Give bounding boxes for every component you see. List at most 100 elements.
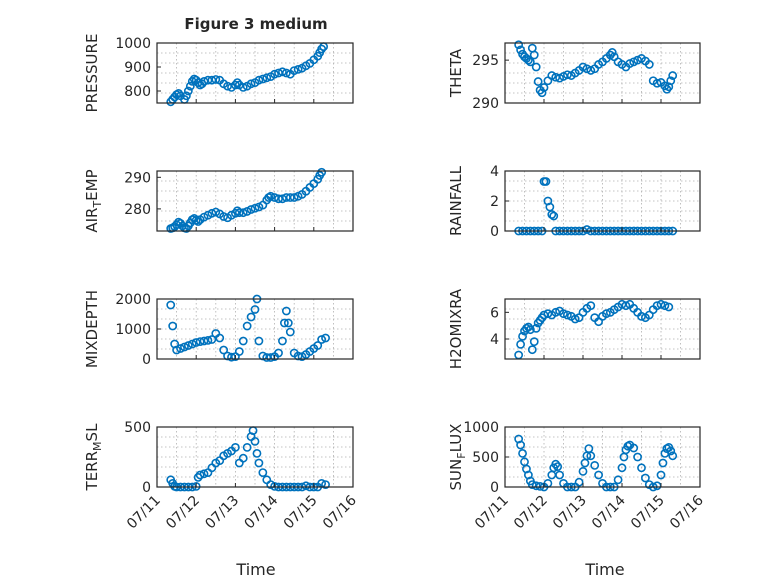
data-point [252, 448, 262, 458]
y-axis-label: PRESSURE [83, 34, 101, 113]
data-point [516, 440, 525, 450]
y-axis-label: H2OMIXRA [447, 288, 465, 369]
data-point [617, 463, 627, 473]
axes-box [156, 170, 354, 232]
y-tick-label: 500 [124, 420, 151, 436]
data-point [223, 81, 232, 91]
data-point [166, 300, 176, 310]
data-point [246, 312, 256, 322]
y-tick-label: 4 [490, 164, 499, 180]
y-axis-label: MIXDEPTH [83, 290, 101, 368]
data-point [321, 333, 330, 343]
data-point [191, 481, 201, 491]
data-point [199, 469, 209, 479]
data-point [183, 86, 193, 96]
data-point [629, 443, 639, 453]
data-point [258, 74, 268, 84]
data-point [219, 212, 229, 221]
data-point [321, 480, 330, 489]
data-point [232, 78, 242, 87]
y-tick-label: 2000 [115, 292, 151, 308]
axes-box [504, 42, 701, 104]
data-point [527, 480, 537, 489]
y-tick-label: 290 [472, 96, 499, 112]
data-point [533, 77, 543, 86]
data-point [185, 81, 195, 91]
data-point [270, 69, 279, 79]
data-point [652, 78, 662, 88]
data-point [219, 345, 229, 355]
data-point [621, 301, 631, 311]
data-point [317, 44, 327, 54]
data-point [168, 321, 178, 331]
data-point [516, 45, 525, 55]
data-point [602, 309, 611, 319]
data-point [211, 75, 221, 84]
data-point [230, 80, 240, 90]
data-point [529, 337, 539, 347]
data-point [199, 336, 209, 346]
y-axis-label: RAINFALL [447, 165, 465, 236]
axes-box [156, 426, 354, 488]
y-tick-label: 0 [142, 480, 151, 496]
data-point [258, 351, 268, 361]
data-point [563, 70, 572, 80]
data-point [238, 208, 248, 218]
data-point [242, 321, 252, 331]
data-point [644, 60, 654, 69]
y-axis-label: AIRTEMP [83, 169, 104, 232]
data-point [668, 71, 678, 80]
data-point [539, 83, 549, 92]
data-point [543, 309, 553, 319]
data-point [230, 442, 240, 452]
data-point [187, 339, 197, 349]
data-point [234, 208, 244, 218]
data-point [317, 167, 327, 177]
data-point [633, 452, 642, 462]
data-point [207, 335, 217, 344]
y-tick-label: 290 [124, 170, 151, 186]
data-point [274, 194, 283, 204]
data-point [317, 335, 327, 344]
data-point [658, 458, 668, 468]
data-point [551, 307, 561, 317]
data-point [176, 344, 185, 353]
y-axis-label: THETA [447, 48, 465, 98]
data-point [518, 331, 527, 341]
data-point [524, 55, 533, 65]
subplot-6: 4 6 H2OMIXRA [447, 288, 701, 369]
data-point [195, 470, 205, 480]
data-point [660, 301, 670, 311]
data-point [586, 451, 596, 461]
y-tick-label: 295 [472, 53, 499, 69]
subplot-4: 0 2 4 RAINFALL [447, 164, 701, 240]
data-point [183, 341, 193, 350]
data-point [193, 78, 203, 87]
data-point [278, 336, 287, 346]
data-point [574, 477, 584, 487]
data-point [293, 351, 303, 361]
data-point [281, 68, 291, 78]
data-point [191, 338, 201, 347]
y-tick-label: 1000 [115, 322, 151, 338]
data-point [199, 77, 209, 86]
data-point [541, 177, 551, 186]
data-point [525, 57, 535, 67]
data-point [666, 76, 676, 86]
data-point [637, 463, 646, 473]
axes-box [156, 42, 354, 104]
data-point [641, 473, 650, 483]
data-point [195, 337, 205, 346]
data-point [174, 89, 183, 98]
figure-title: Figure 3 medium [184, 15, 327, 33]
data-point [234, 347, 244, 356]
data-point [258, 468, 268, 477]
data-point [250, 203, 260, 213]
data-point [285, 193, 295, 202]
y-tick-label: 900 [124, 60, 151, 76]
data-point [246, 79, 256, 89]
subplot-grid: 800 900 1000 PRESSURE 290 295 THETA 280 290 AIRTE… [83, 34, 707, 533]
data-point [285, 327, 295, 337]
